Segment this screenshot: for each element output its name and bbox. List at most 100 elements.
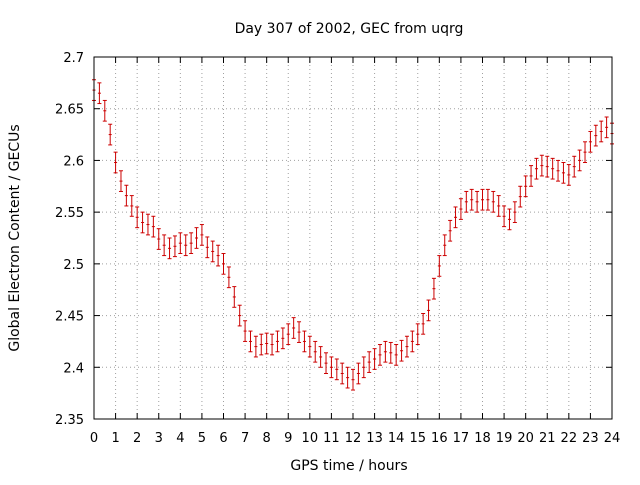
x-tick-label: 13 bbox=[366, 431, 383, 446]
data-point bbox=[113, 151, 118, 174]
x-tick-label: 23 bbox=[582, 431, 599, 446]
data-point bbox=[442, 234, 447, 257]
y-tick-label: 2.45 bbox=[55, 310, 84, 325]
data-point bbox=[377, 344, 382, 366]
x-tick-label: 2 bbox=[133, 431, 141, 446]
data-point bbox=[394, 344, 399, 366]
data-point bbox=[270, 333, 275, 356]
data-point bbox=[437, 255, 442, 277]
data-point bbox=[485, 188, 490, 211]
data-point bbox=[253, 335, 258, 358]
data-point bbox=[512, 201, 517, 223]
x-axis-label: GPS time / hours bbox=[290, 458, 407, 474]
data-point bbox=[264, 332, 269, 355]
data-point bbox=[329, 356, 334, 379]
data-point bbox=[577, 149, 582, 172]
data-point bbox=[523, 175, 528, 198]
data-point bbox=[388, 341, 393, 364]
data-point bbox=[307, 335, 312, 358]
x-tick-label: 15 bbox=[409, 431, 426, 446]
data-point bbox=[464, 190, 469, 213]
y-tick-label: 2.7 bbox=[63, 51, 84, 66]
data-point bbox=[469, 188, 474, 211]
data-point bbox=[561, 161, 566, 184]
data-point bbox=[399, 339, 404, 362]
y-tick-label: 2.55 bbox=[55, 206, 84, 221]
data-point bbox=[529, 165, 534, 187]
data-point bbox=[129, 195, 134, 217]
data-point bbox=[550, 157, 555, 180]
data-point bbox=[221, 253, 226, 275]
data-point bbox=[593, 124, 598, 147]
data-point bbox=[453, 206, 458, 229]
data-point bbox=[324, 352, 329, 374]
data-point bbox=[539, 154, 544, 177]
data-point bbox=[502, 205, 507, 228]
data-point bbox=[172, 235, 177, 258]
data-point bbox=[351, 368, 355, 391]
data-point bbox=[383, 340, 388, 363]
data-point bbox=[280, 327, 285, 350]
data-point bbox=[458, 198, 463, 220]
x-tick-label: 5 bbox=[198, 431, 206, 446]
data-point bbox=[286, 323, 291, 346]
data-point bbox=[302, 330, 307, 353]
y-tick-label: 2.5 bbox=[63, 258, 84, 273]
data-point bbox=[480, 188, 485, 211]
chart-title: Day 307 of 2002, GEC from uqrg bbox=[235, 21, 464, 37]
data-point bbox=[259, 333, 264, 356]
x-tick-label: 18 bbox=[474, 431, 491, 446]
data-point bbox=[426, 299, 431, 322]
data-point bbox=[404, 335, 409, 358]
data-point bbox=[556, 159, 561, 182]
data-point bbox=[97, 82, 102, 105]
x-tick-label: 21 bbox=[539, 431, 556, 446]
data-point bbox=[496, 195, 501, 217]
x-tick-label: 10 bbox=[302, 431, 319, 446]
data-point bbox=[491, 190, 496, 213]
data-point bbox=[361, 356, 366, 379]
data-point bbox=[410, 330, 415, 353]
x-tick-label: 11 bbox=[323, 431, 340, 446]
data-point bbox=[156, 228, 161, 250]
data-point bbox=[145, 213, 150, 236]
data-point bbox=[108, 123, 113, 146]
x-tick-label: 14 bbox=[388, 431, 405, 446]
x-tick-label: 12 bbox=[345, 431, 362, 446]
x-tick-label: 7 bbox=[241, 431, 249, 446]
x-tick-label: 16 bbox=[431, 431, 448, 446]
x-tick-label: 9 bbox=[284, 431, 292, 446]
data-point bbox=[431, 277, 436, 300]
data-point bbox=[151, 215, 156, 238]
data-point bbox=[275, 330, 280, 353]
data-point bbox=[356, 362, 361, 385]
data-point bbox=[210, 240, 215, 263]
data-point bbox=[545, 155, 550, 178]
y-tick-label: 2.65 bbox=[55, 103, 84, 118]
data-point bbox=[167, 237, 172, 260]
data-point bbox=[140, 211, 145, 234]
x-tick-label: 22 bbox=[561, 431, 578, 446]
data-point bbox=[518, 185, 523, 208]
data-point bbox=[199, 224, 204, 246]
data-point bbox=[604, 116, 609, 139]
x-tick-label: 24 bbox=[604, 431, 621, 446]
y-tick-label: 2.6 bbox=[63, 154, 84, 169]
data-point bbox=[135, 206, 140, 229]
x-tick-label: 6 bbox=[219, 431, 227, 446]
data-point bbox=[248, 330, 253, 353]
data-point bbox=[216, 244, 221, 267]
data-point bbox=[226, 266, 231, 289]
data-point bbox=[372, 348, 377, 370]
x-tick-label: 20 bbox=[517, 431, 534, 446]
data-point bbox=[124, 184, 129, 207]
x-tick-label: 1 bbox=[111, 431, 119, 446]
x-tick-label: 4 bbox=[176, 431, 184, 446]
data-point bbox=[599, 120, 604, 143]
data-point bbox=[297, 321, 302, 343]
data-point bbox=[534, 157, 539, 180]
data-point bbox=[194, 227, 199, 249]
data-point bbox=[421, 313, 426, 335]
data-point bbox=[205, 236, 210, 259]
